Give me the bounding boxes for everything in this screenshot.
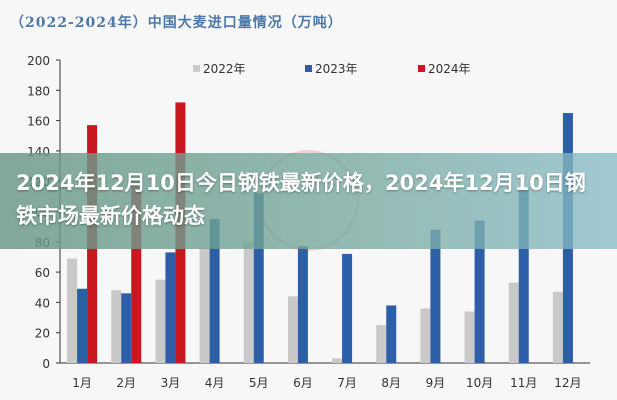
bar-2023年 [474,220,485,363]
bar-2023年 [430,229,441,363]
bar-2022年 [420,308,431,363]
x-tick-label: 3月 [161,376,181,390]
x-tick-label: 11月 [510,376,537,390]
bar-2023年 [386,305,397,363]
bar-2023年 [342,253,353,363]
bar-2022年 [111,290,122,363]
bar-2022年 [332,358,343,363]
y-tick-label: 160 [27,115,50,129]
x-tick-label: 4月 [205,376,225,390]
legend-label: 2022年 [203,62,246,76]
bar-2022年 [199,247,210,363]
bar-2022年 [508,282,519,363]
x-tick-label: 12月 [554,376,581,390]
chart-title: （2022-2024年）中国大麦进口量情况（万吨） [10,15,343,31]
x-tick-label: 10月 [466,376,493,390]
legend-swatch [305,65,312,72]
x-tick-label: 2月 [116,376,136,390]
headline-text: 2024年12月10日今日钢铁最新价格，2024年12月10日钢铁市场最新价格动… [16,171,586,228]
bar-2022年 [155,279,166,363]
bar-2024年 [131,181,142,363]
legend-swatch [418,65,425,72]
bar-2022年 [243,241,254,363]
bar-2023年 [297,246,308,363]
bar-2022年 [464,311,475,363]
bar-2023年 [253,193,264,363]
x-tick-label: 7月 [337,376,357,390]
bar-2023年 [165,252,176,363]
legend-label: 2024年 [428,62,471,76]
bar-2023年 [121,293,132,363]
bar-2022年 [376,325,387,363]
legend-swatch [193,65,200,72]
x-tick-label: 5月 [249,376,269,390]
legend-label: 2023年 [315,62,358,76]
bar-2022年 [552,291,563,363]
bar-2023年 [518,188,529,363]
y-tick-label: 60 [35,266,50,280]
y-tick-label: 180 [27,84,50,98]
y-tick-label: 40 [35,296,50,310]
y-tick-label: 200 [27,54,50,68]
y-tick-label: 20 [35,327,50,341]
x-tick-label: 8月 [381,376,401,390]
y-tick-label: 0 [42,357,50,371]
headline-banner: 2024年12月10日今日钢铁最新价格，2024年12月10日钢铁市场最新价格动… [0,153,617,249]
x-tick-label: 6月 [293,376,313,390]
bar-2023年 [209,219,220,363]
bar-2023年 [77,288,88,363]
x-tick-label: 1月 [72,376,92,390]
bar-2022年 [287,296,298,363]
x-tick-label: 9月 [426,376,446,390]
bar-2022年 [67,258,78,363]
